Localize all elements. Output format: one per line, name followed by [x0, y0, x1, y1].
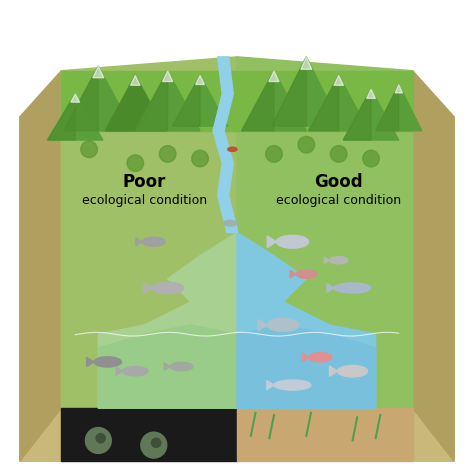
Circle shape	[141, 432, 167, 458]
Polygon shape	[242, 71, 306, 131]
Polygon shape	[164, 363, 170, 370]
Circle shape	[96, 433, 105, 443]
Circle shape	[265, 146, 283, 162]
Polygon shape	[301, 57, 312, 69]
Polygon shape	[366, 89, 375, 99]
Polygon shape	[71, 94, 80, 102]
Polygon shape	[309, 75, 339, 131]
Polygon shape	[93, 66, 104, 78]
Polygon shape	[172, 75, 200, 126]
Polygon shape	[64, 66, 133, 131]
Circle shape	[127, 155, 144, 172]
Ellipse shape	[123, 366, 148, 376]
Polygon shape	[267, 380, 274, 390]
Circle shape	[152, 438, 161, 447]
Polygon shape	[237, 232, 376, 408]
Ellipse shape	[170, 362, 193, 371]
Polygon shape	[136, 238, 142, 246]
Ellipse shape	[267, 319, 300, 332]
Ellipse shape	[309, 352, 332, 362]
Polygon shape	[47, 94, 75, 140]
Polygon shape	[213, 57, 238, 232]
Text: ecological condition: ecological condition	[276, 193, 401, 206]
Circle shape	[298, 136, 315, 153]
Polygon shape	[144, 283, 152, 293]
Polygon shape	[334, 75, 344, 86]
Polygon shape	[413, 71, 454, 461]
Polygon shape	[237, 57, 413, 408]
Ellipse shape	[152, 282, 184, 294]
Polygon shape	[20, 408, 454, 461]
Polygon shape	[302, 353, 309, 361]
Polygon shape	[105, 75, 165, 131]
Polygon shape	[61, 57, 237, 408]
Polygon shape	[237, 408, 413, 461]
Polygon shape	[376, 85, 422, 131]
Polygon shape	[269, 71, 279, 81]
Ellipse shape	[274, 380, 311, 390]
Polygon shape	[395, 85, 402, 93]
Polygon shape	[130, 75, 140, 86]
Ellipse shape	[329, 257, 348, 264]
Circle shape	[191, 150, 209, 167]
Polygon shape	[272, 57, 341, 126]
Polygon shape	[61, 408, 237, 461]
Polygon shape	[343, 89, 399, 140]
Ellipse shape	[276, 235, 309, 248]
Ellipse shape	[334, 283, 371, 293]
Circle shape	[363, 150, 379, 167]
Polygon shape	[267, 236, 276, 247]
Polygon shape	[135, 71, 168, 131]
Polygon shape	[258, 319, 267, 331]
Ellipse shape	[223, 220, 237, 226]
Polygon shape	[47, 94, 103, 140]
Polygon shape	[87, 357, 94, 366]
Polygon shape	[135, 71, 200, 131]
Circle shape	[81, 141, 98, 158]
Polygon shape	[327, 283, 334, 292]
Polygon shape	[324, 257, 329, 264]
Polygon shape	[163, 71, 173, 81]
Polygon shape	[61, 71, 413, 131]
Ellipse shape	[94, 357, 121, 367]
Polygon shape	[376, 85, 399, 131]
Ellipse shape	[142, 237, 165, 246]
Polygon shape	[343, 89, 371, 140]
Ellipse shape	[228, 147, 237, 152]
Polygon shape	[20, 71, 61, 461]
Circle shape	[159, 146, 176, 162]
Polygon shape	[290, 270, 296, 278]
Polygon shape	[237, 325, 376, 408]
Polygon shape	[64, 66, 98, 131]
Polygon shape	[98, 232, 237, 408]
Text: Good: Good	[314, 173, 363, 191]
Polygon shape	[105, 75, 135, 131]
Polygon shape	[196, 75, 204, 85]
Ellipse shape	[337, 365, 367, 377]
Polygon shape	[98, 325, 237, 408]
Polygon shape	[172, 75, 228, 126]
Polygon shape	[242, 71, 274, 131]
Polygon shape	[329, 366, 337, 376]
Circle shape	[85, 427, 111, 453]
Polygon shape	[309, 75, 369, 131]
Ellipse shape	[296, 270, 317, 278]
Text: Poor: Poor	[123, 173, 166, 191]
Polygon shape	[272, 57, 306, 126]
Polygon shape	[116, 367, 123, 375]
Text: ecological condition: ecological condition	[82, 193, 207, 206]
Circle shape	[330, 146, 347, 162]
